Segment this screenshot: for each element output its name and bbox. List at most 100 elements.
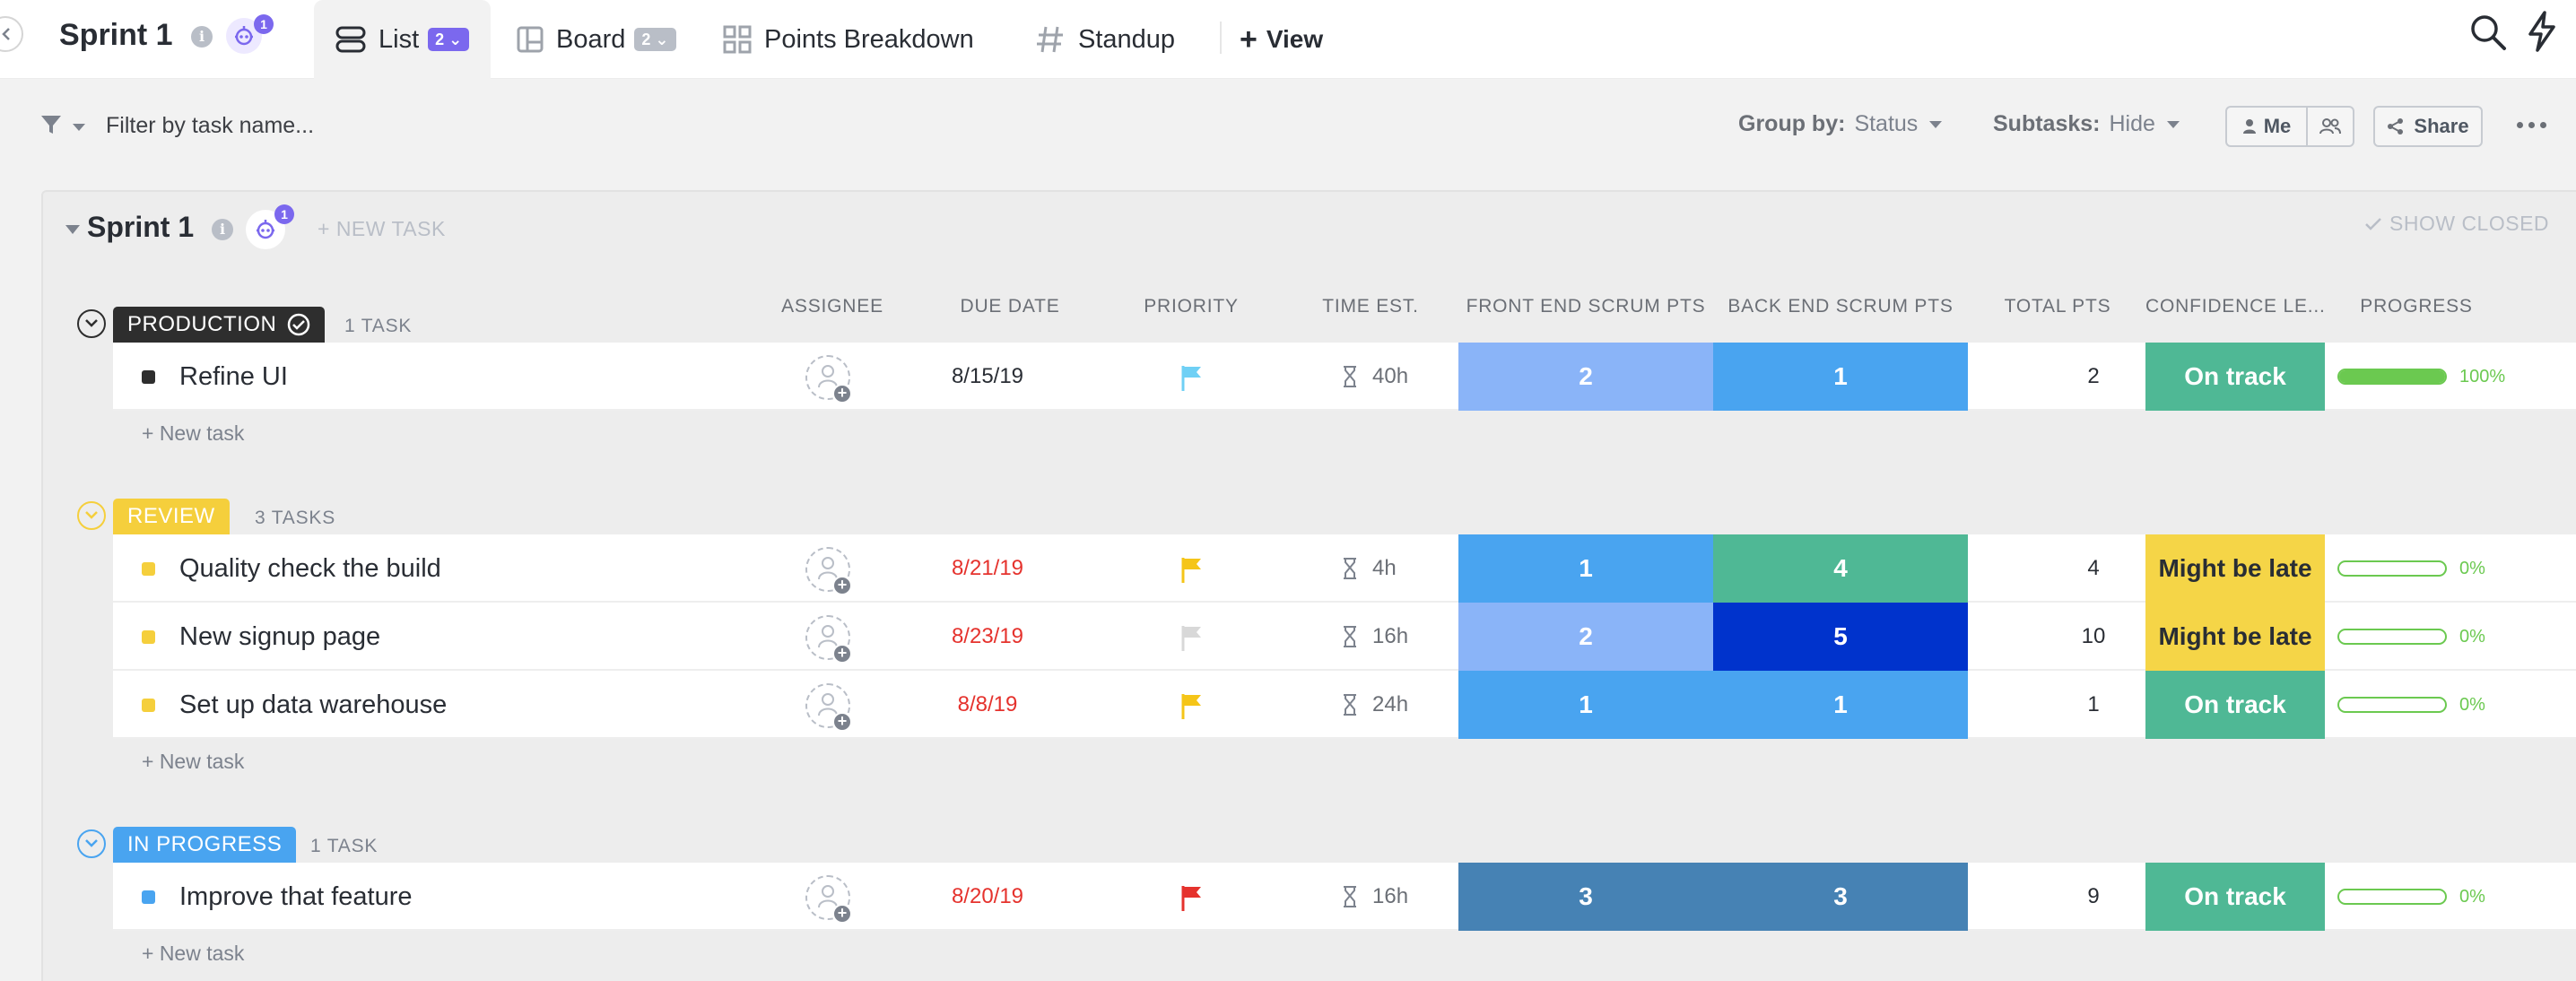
status-square[interactable] [142,699,155,712]
total-pts: 10 [2081,624,2106,648]
column-header-assignee[interactable]: ASSIGNEE [781,296,883,317]
collapse-sidebar-button[interactable] [0,16,23,52]
new-task-button[interactable]: + New task [142,421,245,445]
people-icon [2319,118,2341,135]
front-end-pts[interactable]: 3 [1458,863,1713,931]
due-date[interactable]: 8/23/19 [951,624,1024,648]
lightning-bolt-icon[interactable] [2526,11,2558,56]
status-pill-production[interactable]: PRODUCTION [113,307,326,343]
info-icon[interactable]: i [191,26,213,48]
table-row[interactable]: Refine UI + 8/15/19 40h 2 1 2 On track 1… [113,343,2576,411]
share-button[interactable]: Share [2373,106,2483,147]
collapse-group-toggle[interactable] [77,829,106,858]
task-name[interactable]: Set up data warehouse [179,690,448,719]
front-end-pts[interactable]: 1 [1458,534,1713,603]
tab-board[interactable]: Board 2 ⌄ [517,0,676,79]
subtasks-dropdown[interactable]: Subtasks: Hide [1993,111,2180,137]
front-end-pts[interactable]: 1 [1458,671,1713,739]
assignee-placeholder[interactable]: + [805,355,852,404]
table-row[interactable]: Quality check the build + 8/21/19 4h 1 4… [113,534,2576,603]
column-header-time-estimate[interactable]: TIME EST. [1322,296,1419,317]
new-task-button[interactable]: + New task [142,942,245,965]
search-icon[interactable] [2468,13,2508,56]
front-end-pts[interactable]: 2 [1458,343,1713,411]
task-name[interactable]: Improve that feature [179,881,413,911]
confidence-level[interactable]: On track [2145,671,2325,739]
tab-points-breakdown[interactable]: Points Breakdown [723,0,974,79]
back-end-pts[interactable]: 5 [1713,603,1968,671]
table-row[interactable]: New signup page + 8/23/19 16h 2 5 10 Mig… [113,603,2576,671]
back-end-pts[interactable]: 4 [1713,534,1968,603]
due-date[interactable]: 8/8/19 [957,692,1018,716]
priority-flag-icon[interactable] [1180,692,1204,725]
filter-input[interactable] [106,109,644,142]
new-task-button[interactable]: + New task [142,750,245,773]
due-date[interactable]: 8/21/19 [951,556,1024,580]
column-header-total-pts[interactable]: TOTAL PTS [2004,296,2111,317]
confidence-level[interactable]: Might be late [2145,534,2325,603]
add-view-button[interactable]: + View [1240,0,1323,79]
list-title: Sprint 1 [87,211,195,243]
time-estimate[interactable]: 16h [1342,603,1408,671]
status-square[interactable] [142,890,155,904]
priority-flag-icon[interactable] [1180,624,1204,657]
more-options-icon[interactable] [2517,122,2546,128]
new-task-button[interactable]: + NEW TASK [318,217,446,240]
time-estimate[interactable]: 40h [1342,343,1408,411]
me-filter-button[interactable]: Me [2227,108,2308,145]
filter-icon[interactable] [39,113,63,141]
confidence-level[interactable]: On track [2145,863,2325,931]
people-filter-button[interactable] [2308,108,2353,145]
time-estimate[interactable]: 24h [1342,671,1408,739]
status-pill-in-progress[interactable]: IN PROGRESS [113,827,297,863]
top-bar: Sprint 1 i 1 List 2 ⌄ Board 2 ⌄ Points B… [0,0,2576,79]
time-estimate[interactable]: 16h [1342,863,1408,931]
collapse-list-icon[interactable] [65,224,81,235]
confidence-level[interactable]: On track [2145,343,2325,411]
back-end-pts[interactable]: 1 [1713,671,1968,739]
status-label: PRODUCTION [127,312,277,336]
collapse-group-toggle[interactable] [77,501,106,530]
collapse-group-toggle[interactable] [77,309,106,338]
status-square[interactable] [142,630,155,644]
column-header-confidence[interactable]: CONFIDENCE LE... [2145,296,2326,317]
task-name[interactable]: Quality check the build [179,553,441,583]
due-date[interactable]: 8/15/19 [951,364,1024,388]
assignee-placeholder[interactable]: + [805,875,852,924]
tab-standup[interactable]: Standup [1035,0,1175,79]
status-square[interactable] [142,370,155,384]
back-end-pts[interactable]: 3 [1713,863,1968,931]
table-row[interactable]: Improve that feature + 8/20/19 16h 3 3 9… [113,863,2576,931]
caret-down-icon [1929,120,1943,128]
assignee-placeholder[interactable]: + [805,615,852,664]
priority-flag-icon[interactable] [1180,884,1204,917]
group-by-dropdown[interactable]: Group by: Status [1738,111,1943,137]
task-name[interactable]: New signup page [179,621,381,651]
priority-flag-icon[interactable] [1180,556,1204,589]
assignee-placeholder[interactable]: + [805,683,852,732]
show-closed-button[interactable]: SHOW CLOSED [2364,212,2549,236]
column-header-priority[interactable]: PRIORITY [1144,296,1239,317]
due-date[interactable]: 8/20/19 [951,884,1024,908]
table-row[interactable]: Set up data warehouse + 8/8/19 24h 1 1 1… [113,671,2576,739]
time-estimate[interactable]: 4h [1342,534,1397,603]
column-header-front-end-pts[interactable]: FRONT END SCRUM PTS [1466,296,1706,317]
assignee-placeholder[interactable]: + [805,547,852,595]
total-pts: 4 [2087,556,2100,580]
confidence-level[interactable]: Might be late [2145,603,2325,671]
task-name[interactable]: Refine UI [179,361,288,391]
progress: 0% [2337,671,2485,739]
progress-percent: 100% [2459,366,2506,386]
front-end-pts[interactable]: 2 [1458,603,1713,671]
status-square[interactable] [142,562,155,576]
tab-list[interactable]: List 2 ⌄ [314,0,492,79]
progress-percent: 0% [2459,558,2485,578]
column-header-due-date[interactable]: DUE DATE [960,296,1060,317]
caret-down-icon[interactable] [72,120,86,136]
column-header-progress[interactable]: PROGRESS [2360,296,2473,317]
priority-flag-icon[interactable] [1180,364,1204,397]
column-header-back-end-pts[interactable]: BACK END SCRUM PTS [1727,296,1954,317]
back-end-pts[interactable]: 1 [1713,343,1968,411]
info-icon[interactable]: i [212,219,233,240]
status-pill-review[interactable]: REVIEW [113,499,230,534]
